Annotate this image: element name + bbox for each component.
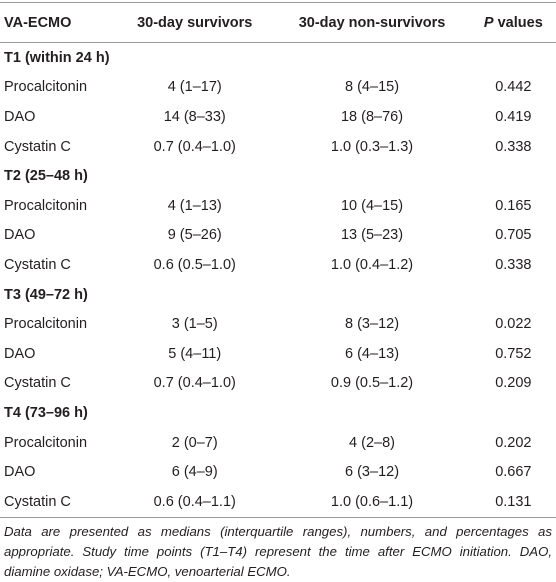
cell: 1.0 (0.3–1.3) bbox=[330, 138, 414, 155]
cell: 18 (8–76) bbox=[340, 108, 404, 125]
cell: 6 (4–9) bbox=[171, 464, 218, 481]
column-header: VA-ECMO bbox=[0, 2, 117, 43]
cell: 0.131 bbox=[470, 486, 556, 518]
row-label: Procalcitonin bbox=[4, 197, 88, 214]
cell: 0.6 (0.5–1.0) bbox=[153, 256, 236, 273]
data-row: Cystatin C 0.6 (0.4–1.1) 1.0 (0.6–1.1) 0.13… bbox=[0, 486, 556, 518]
cell: 4 (1–13) bbox=[167, 197, 222, 214]
data-row: Cystatin C 0.6 (0.5–1.0) 1.0 (0.4–1.2) 0.33… bbox=[0, 250, 556, 280]
row-label: Cystatin C bbox=[0, 486, 117, 518]
column-header: P values bbox=[470, 2, 556, 43]
cell: 14 (8–33) bbox=[163, 108, 226, 125]
cell: 0.022 bbox=[495, 316, 532, 333]
cell: 0.7 (0.4–1.0) bbox=[153, 138, 236, 155]
row-label: Cystatin C bbox=[4, 375, 71, 392]
cell: 4 (1–17) bbox=[167, 79, 222, 96]
row-label: Cystatin C bbox=[4, 256, 71, 273]
footnote: Data are presented as medians (interquar… bbox=[4, 523, 552, 579]
cell: 8 (3–12) bbox=[345, 316, 400, 333]
cell: 10 (4–15) bbox=[340, 197, 404, 214]
cell: 0.442 bbox=[495, 79, 532, 96]
section-row: T4 (73–96 h) bbox=[0, 398, 556, 428]
column-header: 30-day survivors bbox=[116, 2, 274, 43]
cell: 5 (4–11) bbox=[168, 345, 222, 362]
cell: 13 (5–23) bbox=[340, 227, 404, 244]
cell: 6 (3–12) bbox=[345, 464, 400, 481]
section-title: T4 (73–96 h) bbox=[4, 404, 88, 421]
row-label: DAO bbox=[4, 464, 36, 481]
section-title: T3 (49–72 h) bbox=[4, 286, 88, 303]
row-label: DAO bbox=[4, 345, 36, 362]
column-header: 30-day non-survivors bbox=[273, 2, 471, 43]
section-row: T2 (25–48 h) bbox=[0, 161, 556, 191]
data-row: Procalcitonin 3 (1–5) 8 (3–12) 0.022 bbox=[0, 309, 556, 339]
cell: 0.209 bbox=[495, 375, 532, 392]
data-row: DAO 9 (5–26) 13 (5–23) 0.705 bbox=[0, 221, 556, 251]
data-row: Procalcitonin 4 (1–17) 8 (4–15) 0.442 bbox=[0, 73, 556, 103]
cell: 0.7 (0.4–1.0) bbox=[153, 375, 236, 392]
cell: 3 (1–5) bbox=[171, 316, 218, 333]
cell: 4 (2–8) bbox=[349, 434, 395, 451]
cell: 0.419 bbox=[495, 108, 532, 125]
data-row: Cystatin C 0.7 (0.4–1.0) 1.0 (0.3–1.3) 0.33… bbox=[0, 132, 556, 162]
cell: 6 (4–13) bbox=[345, 345, 400, 362]
header-row: VA-ECMO 30-day survivors 30-day non-surviv… bbox=[0, 2, 556, 43]
cell: 0.202 bbox=[495, 434, 532, 451]
cell: 0.752 bbox=[495, 345, 532, 362]
row-label: Procalcitonin bbox=[4, 316, 88, 333]
row-label: Procalcitonin bbox=[4, 79, 88, 96]
cell: 0.338 bbox=[495, 138, 532, 155]
cell: 0.9 (0.5–1.2) bbox=[330, 375, 414, 392]
cell: 0.338 bbox=[495, 256, 532, 273]
data-row: Cystatin C 0.7 (0.4–1.0) 0.9 (0.5–1.2) 0.20… bbox=[0, 369, 556, 399]
row-label: DAO bbox=[4, 227, 36, 244]
cell: 0.6 (0.4–1.1) bbox=[116, 486, 274, 518]
cell: 0.165 bbox=[495, 197, 532, 214]
cell: 2 (0–7) bbox=[171, 434, 218, 451]
row-label: Cystatin C bbox=[4, 138, 71, 155]
section-row: T1 (within 24 h) bbox=[0, 43, 556, 73]
section-row: T3 (49–72 h) bbox=[0, 280, 556, 310]
cell: 0.705 bbox=[495, 227, 532, 244]
data-row: DAO 14 (8–33) 18 (8–76) 0.419 bbox=[0, 102, 556, 132]
column-header-text: P values bbox=[483, 14, 543, 31]
section-title: T1 (within 24 h) bbox=[4, 49, 110, 66]
cell: 8 (4–15) bbox=[345, 79, 400, 96]
data-row: DAO 6 (4–9) 6 (3–12) 0.667 bbox=[0, 457, 556, 487]
data-row: Procalcitonin 2 (0–7) 4 (2–8) 0.202 bbox=[0, 428, 556, 458]
section-title: T2 (25–48 h) bbox=[4, 168, 88, 185]
row-label: DAO bbox=[4, 108, 36, 125]
data-row: DAO 5 (4–11) 6 (4–13) 0.752 bbox=[0, 339, 556, 369]
row-label: Procalcitonin bbox=[4, 434, 88, 451]
table-body: T1 (within 24 h) Procalcitonin 4 (1–17) 8 (… bbox=[0, 43, 556, 518]
cell: 1.0 (0.4–1.2) bbox=[330, 256, 414, 273]
data-table: VA-ECMO 30-day survivors 30-day non-surviv… bbox=[0, 2, 556, 518]
data-row: Procalcitonin 4 (1–13) 10 (4–15) 0.165 bbox=[0, 191, 556, 221]
cell: 9 (5–26) bbox=[167, 227, 222, 244]
cell: 1.0 (0.6–1.1) bbox=[273, 486, 471, 518]
cell: 0.667 bbox=[495, 464, 532, 481]
